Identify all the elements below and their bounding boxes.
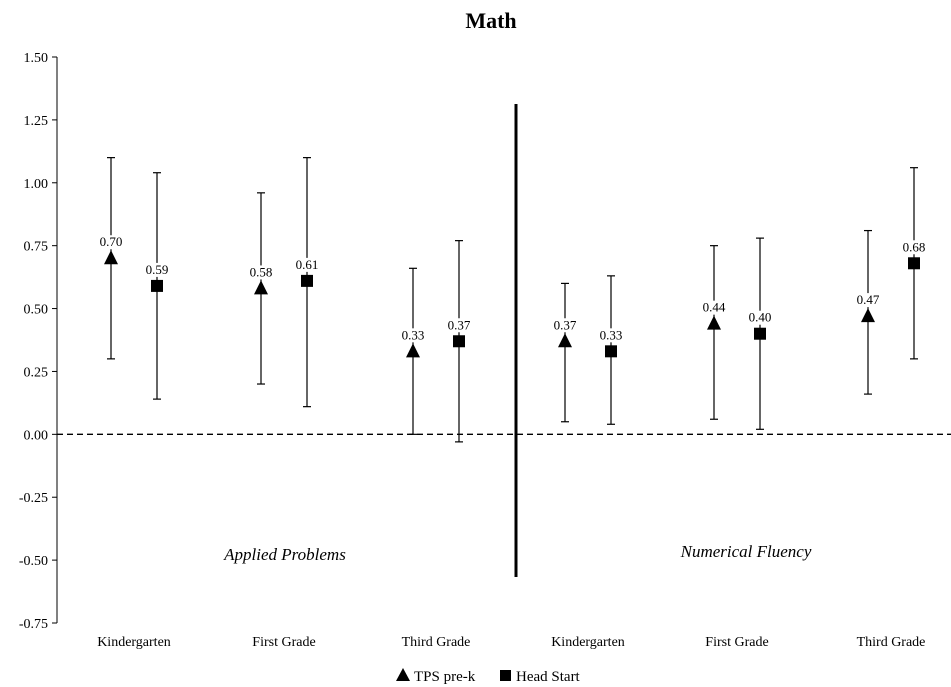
triangle-marker: [254, 280, 268, 295]
y-tick-label: 0.75: [24, 240, 49, 255]
square-marker: [151, 279, 163, 292]
y-tick-label: 0.25: [24, 365, 49, 380]
reference-lines: Applied Problems Numerical Fluency: [57, 104, 951, 577]
data-label-background: [399, 328, 427, 343]
triangle-marker: [861, 308, 875, 323]
data-label: 0.58: [250, 264, 273, 279]
data-label-background: [700, 300, 728, 315]
data-label: 0.37: [448, 317, 471, 332]
data-label-background: [97, 235, 125, 250]
data-label: 0.33: [402, 327, 425, 342]
data-label-background: [900, 240, 928, 255]
y-tick-label: -0.25: [19, 491, 48, 506]
data-label-background: [445, 318, 473, 333]
data-label: 0.33: [600, 327, 623, 342]
triangle-marker: [707, 315, 721, 330]
triangle-marker: [104, 250, 118, 265]
triangle-marker: [406, 343, 420, 358]
section-label: Numerical Fluency: [680, 542, 812, 561]
data-label: 0.68: [903, 239, 926, 254]
chart-title: Math: [465, 8, 516, 33]
data-label: 0.59: [146, 262, 169, 277]
x-category-label: First Grade: [252, 635, 315, 650]
legend-label: TPS pre-k: [414, 669, 476, 685]
x-category-label: Third Grade: [402, 635, 471, 650]
data-label-background: [247, 265, 275, 280]
section-label: Applied Problems: [223, 545, 346, 564]
data-label: 0.70: [100, 234, 123, 249]
data-label: 0.40: [749, 310, 772, 325]
square-marker: [301, 274, 313, 287]
data-label-background: [143, 262, 171, 277]
data-label-background: [551, 318, 579, 333]
legend-triangle-marker: [396, 668, 410, 681]
data-label-background: [854, 293, 882, 308]
legend: TPS pre-k Head Start: [396, 668, 581, 685]
y-tick-label: 0.00: [24, 428, 49, 443]
data-label-background: [597, 328, 625, 343]
y-tick-label: -0.75: [19, 617, 48, 632]
square-marker: [453, 335, 465, 348]
square-marker: [605, 345, 617, 358]
data-label-background: [746, 310, 774, 325]
data-label: 0.47: [857, 292, 880, 307]
triangle-marker: [558, 333, 572, 348]
y-tick-label: 1.00: [24, 177, 49, 192]
legend-square-marker: [500, 670, 511, 681]
x-category-label: Kindergarten: [551, 635, 625, 650]
data-label: 0.44: [703, 300, 726, 315]
x-category-label: First Grade: [705, 635, 768, 650]
data-label-background: [293, 257, 321, 272]
data-label: 0.37: [554, 317, 577, 332]
square-marker: [908, 257, 920, 270]
x-category-label: Kindergarten: [97, 635, 171, 650]
axes: 1.50 1.25 1.00 0.75 0.50 0.25 0.00 -0.25 -0.50 -0…: [19, 51, 926, 650]
y-tick-label: -0.50: [19, 554, 48, 569]
y-tick-label: 1.25: [24, 114, 49, 129]
data-marks: [104, 157, 920, 443]
legend-label: Head Start: [516, 669, 581, 685]
data-label: 0.61: [296, 257, 319, 272]
x-category-label: Third Grade: [857, 635, 926, 650]
data-labels: 0.70 0.58 0.33 0.37 0.44 0.47 0.59 0.61 0.37 0.33…: [97, 234, 928, 343]
y-tick-label: 0.50: [24, 303, 49, 318]
square-marker: [754, 327, 766, 340]
y-tick-label: 1.50: [24, 51, 49, 66]
